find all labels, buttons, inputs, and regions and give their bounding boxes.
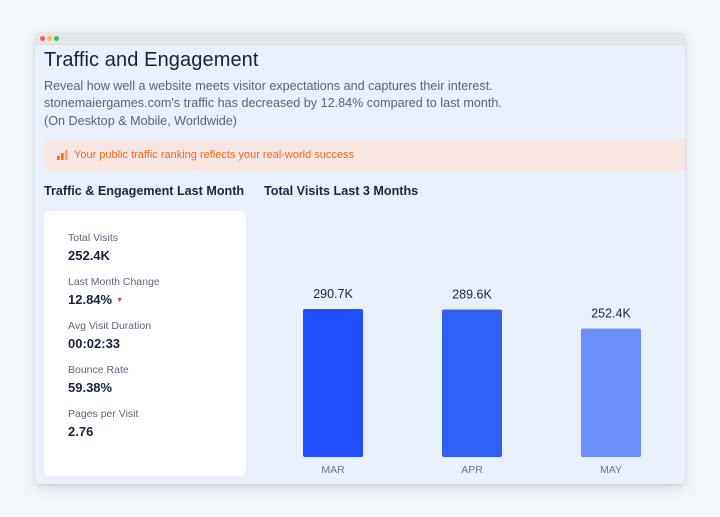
close-window-dot[interactable] bbox=[40, 36, 45, 41]
bar-value-label: 252.4K bbox=[591, 306, 631, 320]
stat-label: Last Month Change bbox=[68, 276, 160, 288]
stat-label: Pages per Visit bbox=[68, 408, 139, 420]
stat-value: 12.84% ▼ bbox=[68, 292, 124, 307]
stat-label: Total Visits bbox=[68, 232, 118, 244]
page-description: Reveal how well a website meets visitor … bbox=[44, 78, 664, 130]
trend-down-icon: ▼ bbox=[116, 297, 124, 304]
stat-label: Avg Visit Duration bbox=[68, 320, 152, 332]
banner-text: Your public traffic ranking reflects you… bbox=[74, 149, 355, 161]
engagement-section-title: Traffic & Engagement Last Month bbox=[44, 184, 245, 198]
stat-value: 2.76 bbox=[68, 424, 94, 439]
visits-section-title: Total Visits Last 3 Months bbox=[264, 184, 419, 198]
x-tick-label: MAY bbox=[600, 464, 622, 476]
window-titlebar bbox=[35, 33, 685, 45]
engagement-stats-card: Total Visits 252.4K Last Month Change 12… bbox=[44, 211, 246, 476]
stat-pages-per-visit: Pages per Visit 2.76 bbox=[68, 408, 138, 439]
stat-last-month-change: Last Month Change 12.84% ▼ bbox=[68, 276, 160, 307]
browser-window: Traffic and Engagement Reveal how well a… bbox=[35, 33, 685, 484]
minimize-window-dot[interactable] bbox=[47, 36, 52, 41]
maximize-window-dot[interactable] bbox=[54, 36, 59, 41]
stat-value: 252.4K bbox=[68, 248, 110, 263]
bar-apr[interactable] bbox=[442, 309, 502, 457]
stat-value: 00:02:33 bbox=[68, 336, 121, 351]
bar-chart-svg: 290.7K MAR 289.6K APR 252.4K MAY bbox=[303, 287, 641, 476]
bar-mar[interactable] bbox=[303, 309, 363, 457]
stat-value: 59.38% bbox=[68, 380, 113, 395]
description-line: (On Desktop & Mobile, Worldwide) bbox=[44, 113, 237, 128]
x-tick-label: APR bbox=[461, 464, 483, 476]
ranking-banner[interactable]: Your public traffic ranking reflects you… bbox=[44, 139, 685, 171]
stat-bounce-rate: Bounce Rate 59.38% bbox=[68, 364, 129, 395]
stat-total-visits: Total Visits 252.4K bbox=[68, 232, 118, 263]
bar-may[interactable] bbox=[581, 328, 641, 457]
x-tick-label: MAR bbox=[321, 464, 345, 476]
description-line: stonemaiergames.com's traffic has decrea… bbox=[44, 96, 502, 111]
bar-value-label: 290.7K bbox=[313, 287, 353, 301]
stat-avg-visit-duration: Avg Visit Duration 00:02:33 bbox=[68, 320, 151, 351]
description-line: Reveal how well a website meets visitor … bbox=[44, 79, 493, 93]
bar-chart-icon bbox=[57, 150, 68, 160]
page-title: Traffic and Engagement bbox=[44, 49, 259, 71]
total-visits-chart: 290.7K MAR 289.6K APR 252.4K MAY bbox=[264, 211, 684, 484]
bar-value-label: 289.6K bbox=[452, 288, 492, 302]
stat-label: Bounce Rate bbox=[68, 364, 129, 376]
